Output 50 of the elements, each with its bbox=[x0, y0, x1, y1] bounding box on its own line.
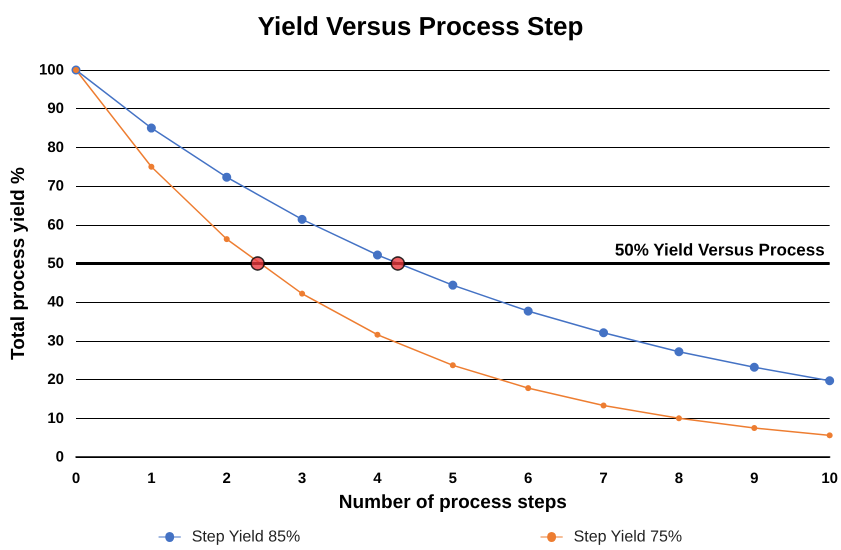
point bbox=[524, 306, 533, 316]
y-tick-label: 100 bbox=[38, 62, 64, 78]
point bbox=[372, 250, 382, 260]
point bbox=[250, 256, 265, 271]
x-tick-label: 8 bbox=[674, 470, 684, 487]
y-tick-label: 80 bbox=[47, 138, 64, 156]
point bbox=[750, 362, 759, 372]
point bbox=[390, 256, 406, 271]
point bbox=[674, 347, 684, 356]
x-tick-label: 0 bbox=[72, 470, 80, 487]
point bbox=[599, 328, 608, 338]
point bbox=[148, 164, 154, 170]
x-tick-label: 7 bbox=[599, 470, 608, 487]
x-tick-label: 6 bbox=[524, 470, 532, 487]
x-tick-label: 2 bbox=[222, 470, 231, 487]
legend-label: Step Yield 85% bbox=[192, 528, 300, 546]
x-tick-label: 9 bbox=[750, 470, 758, 487]
point bbox=[224, 236, 230, 242]
ref-line-label: 50% Yield Versus Process bbox=[614, 240, 825, 260]
y-axis-title: Total process yield % bbox=[8, 166, 29, 360]
chart-title: Yield Versus Process Step bbox=[258, 11, 584, 41]
y-tick-label: 0 bbox=[56, 448, 64, 466]
point bbox=[826, 432, 833, 438]
x-tick-label: 10 bbox=[821, 470, 838, 487]
x-tick-label: 3 bbox=[298, 470, 306, 487]
x-tick-label: 1 bbox=[147, 470, 156, 487]
y-tick-label: 90 bbox=[47, 100, 64, 118]
y-tick-label: 30 bbox=[47, 332, 64, 350]
point bbox=[448, 280, 458, 290]
point bbox=[146, 124, 156, 133]
point bbox=[299, 290, 306, 297]
y-tick-label: 40 bbox=[47, 294, 64, 311]
point bbox=[825, 376, 834, 386]
y-tick-label: 60 bbox=[47, 216, 64, 234]
y-tick-label: 50 bbox=[47, 255, 64, 272]
x-tick-label: 4 bbox=[373, 470, 382, 487]
y-tick-label: 10 bbox=[47, 410, 64, 427]
point bbox=[374, 332, 380, 338]
point bbox=[600, 402, 607, 409]
x-tick-label: 5 bbox=[448, 470, 457, 487]
y-tick-label: 70 bbox=[47, 178, 64, 195]
x-axis-title: Number of process steps bbox=[338, 492, 567, 513]
point bbox=[676, 415, 682, 422]
point bbox=[525, 385, 532, 392]
point bbox=[298, 214, 307, 224]
point bbox=[751, 424, 758, 431]
legend-label: Step Yield 75% bbox=[574, 528, 682, 546]
y-tick-label: 20 bbox=[47, 371, 64, 388]
point bbox=[450, 362, 456, 368]
point bbox=[222, 172, 232, 182]
